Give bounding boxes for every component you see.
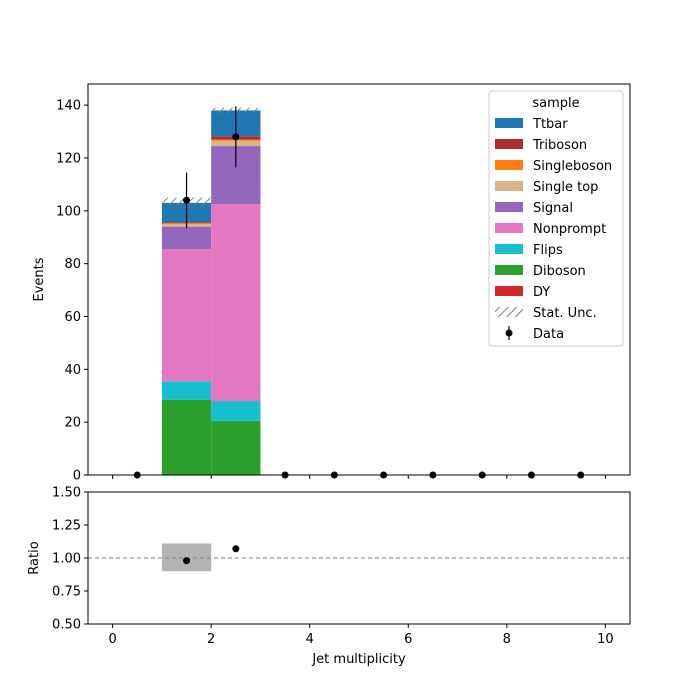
legend-swatch-signal xyxy=(495,202,523,212)
x-tick-label: 2 xyxy=(207,632,215,647)
x-tick-label: 0 xyxy=(108,632,116,647)
ratio-y-tick-label: 1.00 xyxy=(52,552,81,567)
main-panel: 0 20 40 60 80 100 120 140 Events xyxy=(32,83,631,484)
legend-swatch-stat-unc xyxy=(495,307,523,317)
y-tick-label: 120 xyxy=(56,151,81,166)
bar-diboson xyxy=(211,420,261,475)
ratio-panel: 0.50 0.75 1.00 1.25 1.50 0 2 4 6 8 10 Ratio Jet m… xyxy=(27,486,631,667)
x-tick-label: 6 xyxy=(404,632,412,647)
y-tick-label: 100 xyxy=(56,204,81,219)
legend-swatch-diboson xyxy=(495,265,523,275)
x-tick-label: 8 xyxy=(503,632,511,647)
data-point xyxy=(232,133,240,141)
data-point xyxy=(183,196,191,204)
legend-label: DY xyxy=(533,285,550,300)
legend-label: Triboson xyxy=(532,138,587,153)
ratio-y-ticks: 0.50 0.75 1.00 1.25 1.50 xyxy=(52,486,88,633)
x-axis-label: Jet multiplicity xyxy=(311,652,406,667)
y-tick-label: 20 xyxy=(64,416,81,431)
bar-signal xyxy=(161,226,212,250)
legend-label: Stat. Unc. xyxy=(533,306,597,321)
ratio-point xyxy=(232,545,240,553)
ratio-points xyxy=(183,545,240,565)
legend-swatch-ttbar xyxy=(495,118,523,128)
y-tick-label: 40 xyxy=(64,363,81,378)
legend-title: sample xyxy=(532,96,579,111)
ratio-y-axis-label: Ratio xyxy=(27,541,42,574)
y-tick-label: 0 xyxy=(73,469,81,484)
bar-diboson xyxy=(161,399,212,475)
legend-label: Singleboson xyxy=(533,159,612,174)
bar-nonprompt xyxy=(161,249,212,382)
ratio-x-ticks: 0 2 4 6 8 10 xyxy=(108,624,614,647)
main-axes-frame xyxy=(87,83,631,476)
main-y-ticks: 0 20 40 60 80 100 120 140 xyxy=(56,99,88,484)
ratio-y-tick-label: 1.25 xyxy=(52,519,81,534)
ratio-y-tick-label: 1.50 xyxy=(52,486,81,501)
x-tick-label: 4 xyxy=(306,632,314,647)
main-x-ticks xyxy=(112,475,606,479)
legend-swatch-singleboson xyxy=(495,160,523,170)
legend-swatch-flips xyxy=(495,244,523,254)
y-axis-label: Events xyxy=(32,257,47,301)
legend-label: Data xyxy=(533,327,564,342)
legend-label: Flips xyxy=(533,243,563,258)
y-tick-label: 140 xyxy=(56,99,81,114)
bar-flips xyxy=(211,401,261,421)
ratio-point xyxy=(183,557,191,565)
legend-swatch-nonprompt xyxy=(495,223,523,233)
legend: sample Ttbar Triboson Singleboson Single top… xyxy=(488,90,624,347)
x-tick-label: 10 xyxy=(597,632,614,647)
legend-swatch-dy xyxy=(495,286,523,296)
bar-nonprompt xyxy=(211,204,261,402)
legend-label: Ttbar xyxy=(532,117,568,132)
bar-flips xyxy=(161,381,212,400)
legend-label: Signal xyxy=(533,201,573,216)
ratio-y-tick-label: 0.75 xyxy=(52,585,81,600)
legend-data-marker xyxy=(505,329,513,337)
y-tick-label: 60 xyxy=(64,310,81,325)
legend-label: Nonprompt xyxy=(533,222,606,237)
ratio-y-tick-label: 0.50 xyxy=(52,618,81,633)
legend-swatch-triboson xyxy=(495,139,523,149)
y-tick-label: 80 xyxy=(64,257,81,272)
legend-box xyxy=(488,90,624,347)
legend-label: Single top xyxy=(533,180,598,195)
legend-swatch-single-top xyxy=(495,181,523,191)
legend-label: Diboson xyxy=(533,264,586,279)
